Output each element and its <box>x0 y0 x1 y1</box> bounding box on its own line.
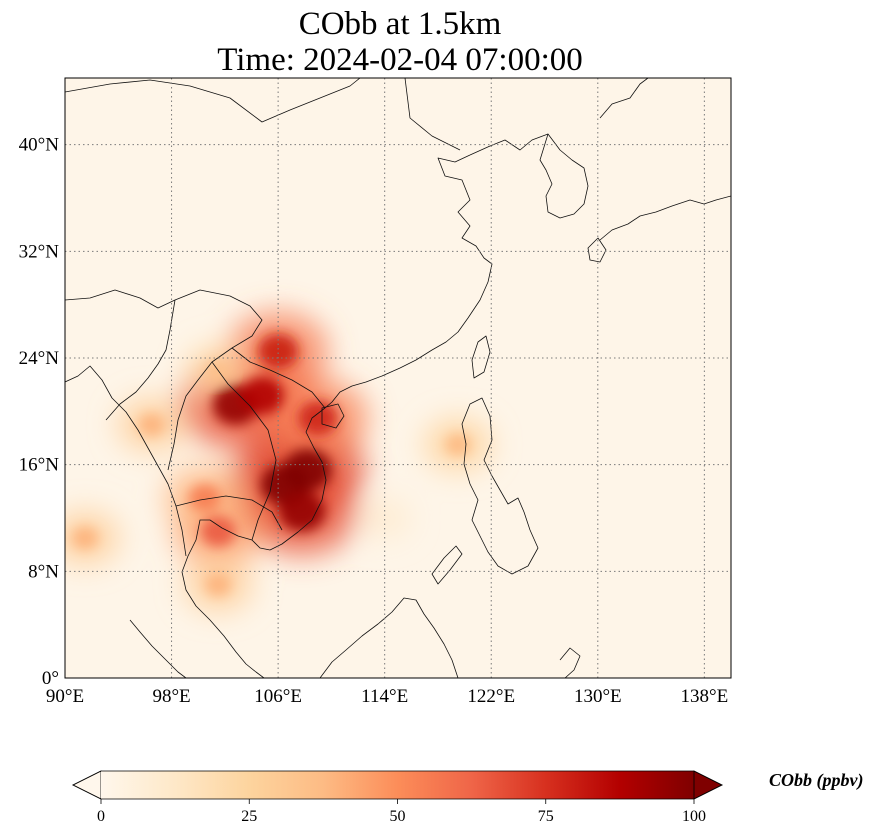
china-coastline <box>324 154 493 409</box>
colorbar-tick-label: 100 <box>682 808 706 825</box>
taiwan-island <box>471 335 491 379</box>
longitude-tick-label: 90°E <box>46 686 84 707</box>
vietnam-coastline <box>251 407 327 551</box>
latitude-tick-label: 24°N <box>19 348 60 369</box>
plume-core <box>204 573 232 597</box>
bohai-coast <box>469 133 549 156</box>
longitude-tick-label: 130°E <box>574 686 622 707</box>
longitude-ticks: 90°E 98°E 106°E 114°E 122°E 130°E 138°E <box>46 686 728 707</box>
plume-core <box>71 526 99 550</box>
plume-core <box>445 433 471 456</box>
colorbar: 0 25 50 75 100 CObb (ppbv) <box>72 770 863 825</box>
map-frame <box>64 77 732 679</box>
palawan-island <box>431 545 463 585</box>
latitude-tick-label: 16°N <box>19 455 60 476</box>
plume-core <box>278 491 326 532</box>
colorbar-label: CObb (ppbv) <box>769 770 863 791</box>
japan-kyushu <box>587 237 607 263</box>
sumatra-north <box>129 619 187 678</box>
korea-coastline <box>539 133 589 219</box>
sulawesi-north <box>559 647 581 678</box>
plume-core <box>138 413 165 437</box>
latitude-tick-label: 8°N <box>28 561 59 582</box>
colorbar-extend-max <box>693 770 723 800</box>
map-title: CObb at 1.5km <box>298 6 502 42</box>
thai-coastline <box>181 519 265 678</box>
latitude-tick-label: 32°N <box>19 241 60 262</box>
plume-core <box>200 515 236 547</box>
co-concentration-field <box>65 311 493 613</box>
map-panel: 90°E 98°E 106°E 114°E 122°E 130°E 138°E 0° 8°N 1… <box>19 77 732 707</box>
longitude-tick-label: 122°E <box>467 686 515 707</box>
colorbar-gradient <box>101 771 694 799</box>
graticule <box>65 78 731 678</box>
plume-core <box>240 376 284 415</box>
inner-mongolia-border <box>404 78 461 151</box>
colorbar-tick-label: 25 <box>241 808 257 825</box>
coastlines-and-borders <box>65 78 731 678</box>
hainan-island <box>321 403 345 429</box>
philippines-coastline <box>461 397 539 575</box>
colorbar-tick-label: 0 <box>97 808 105 825</box>
japan-coastline <box>599 195 731 241</box>
longitude-tick-label: 98°E <box>152 686 190 707</box>
northern-border <box>65 78 361 123</box>
indochina-borders <box>167 289 326 541</box>
plume-core <box>188 484 221 512</box>
plume-core <box>257 333 299 370</box>
map-background <box>65 78 731 678</box>
longitude-tick-label: 114°E <box>361 686 408 707</box>
colorbar-ticks: 0 25 50 75 100 <box>97 799 706 825</box>
longitude-tick-label: 106°E <box>254 686 302 707</box>
latitude-tick-label: 40°N <box>19 135 60 156</box>
map-subtitle-time: Time: 2024-02-04 07:00:00 <box>217 42 583 78</box>
colorbar-tick-label: 75 <box>538 808 554 825</box>
latitude-tick-label: 0° <box>42 668 59 689</box>
china-interior-borders <box>65 289 176 421</box>
plume-core <box>283 449 332 491</box>
longitude-tick-label: 138°E <box>681 686 729 707</box>
latitude-ticks: 0° 8°N 16°N 24°N 32°N 40°N <box>19 135 60 689</box>
plume-core <box>205 360 231 382</box>
colorbar-tick-label: 50 <box>390 808 406 825</box>
plume-halo <box>358 497 411 539</box>
japan-north <box>599 78 649 119</box>
colorbar-extend-min <box>72 770 102 800</box>
borneo-coastline <box>319 597 459 678</box>
